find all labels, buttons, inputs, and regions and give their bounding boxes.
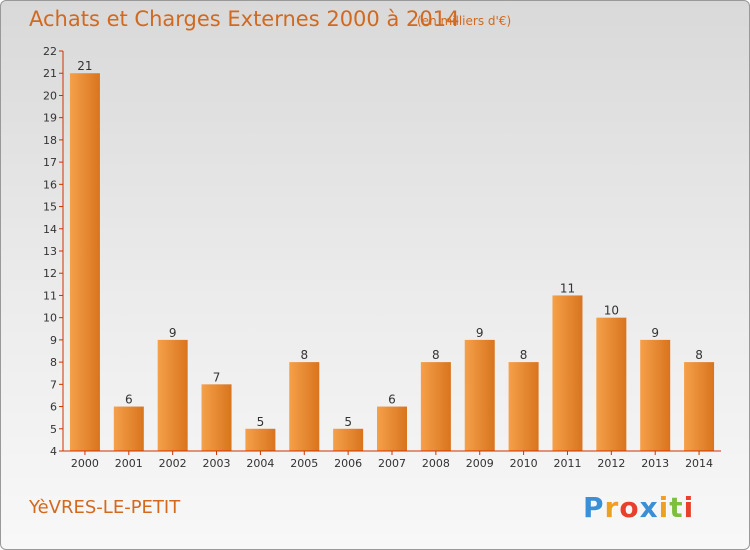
bar xyxy=(464,339,495,451)
y-tick-label: 11 xyxy=(43,289,57,302)
y-tick-label: 20 xyxy=(43,89,57,102)
bar xyxy=(640,339,671,451)
y-tick-label: 5 xyxy=(50,423,57,436)
bar-value-label: 6 xyxy=(125,393,133,407)
y-tick-label: 17 xyxy=(43,156,57,169)
bar xyxy=(420,362,451,451)
chart-subtitle: (en milliers d'€) xyxy=(417,14,512,28)
logo-letter: i xyxy=(683,491,695,524)
x-tick-label: 2001 xyxy=(115,457,143,470)
x-tick-label: 2000 xyxy=(71,457,99,470)
y-tick-label: 8 xyxy=(50,356,57,369)
x-tick-label: 2006 xyxy=(334,457,362,470)
bar-value-label: 8 xyxy=(432,348,440,362)
x-tick-label: 2002 xyxy=(159,457,187,470)
bar xyxy=(508,362,539,451)
x-tick-label: 2004 xyxy=(246,457,274,470)
y-tick-label: 15 xyxy=(43,201,57,214)
y-tick-label: 19 xyxy=(43,112,57,125)
bar xyxy=(157,339,188,451)
bar-value-label: 11 xyxy=(560,281,575,295)
bar xyxy=(552,295,583,451)
logo-letter: x xyxy=(639,491,659,524)
bar-value-label: 9 xyxy=(169,326,177,340)
y-tick-label: 4 xyxy=(50,445,57,458)
bar-value-label: 8 xyxy=(520,348,528,362)
y-tick-label: 16 xyxy=(43,178,57,191)
bar xyxy=(245,428,276,451)
y-tick-label: 6 xyxy=(50,401,57,414)
logo-letter: t xyxy=(669,491,684,524)
bar-value-label: 9 xyxy=(476,326,484,340)
bar xyxy=(684,362,715,451)
bar-value-label: 10 xyxy=(604,304,619,318)
y-tick-label: 14 xyxy=(43,223,57,236)
bar xyxy=(289,362,320,451)
y-tick-label: 9 xyxy=(50,334,57,347)
bar xyxy=(113,406,144,451)
y-tick-label: 13 xyxy=(43,245,57,258)
bar xyxy=(201,384,232,451)
x-tick-label: 2012 xyxy=(597,457,625,470)
y-tick-label: 18 xyxy=(43,134,57,147)
bar-value-label: 6 xyxy=(388,393,396,407)
x-tick-label: 2003 xyxy=(203,457,231,470)
bar-value-label: 8 xyxy=(695,348,703,362)
bar xyxy=(596,317,627,451)
logo-letter: P xyxy=(583,491,605,524)
x-tick-label: 2013 xyxy=(641,457,669,470)
x-tick-label: 2005 xyxy=(290,457,318,470)
y-tick-label: 21 xyxy=(43,67,57,80)
y-tick-label: 7 xyxy=(50,378,57,391)
bar-value-label: 9 xyxy=(651,326,659,340)
x-tick-label: 2014 xyxy=(685,457,713,470)
x-tick-label: 2010 xyxy=(510,457,538,470)
x-tick-label: 2009 xyxy=(466,457,494,470)
y-tick-label: 12 xyxy=(43,267,57,280)
x-axis-labels: 2000 2001 2002 2003 2004 2005 2006 2007 2008 2009… xyxy=(71,451,713,470)
commune-name: YèVRES-LE-PETIT xyxy=(29,497,181,518)
bar xyxy=(377,406,407,451)
logo-letter: r xyxy=(604,491,620,524)
x-tick-label: 2007 xyxy=(378,457,406,470)
bar xyxy=(333,428,364,451)
bar-value-label: 21 xyxy=(77,59,92,73)
logo-letter: o xyxy=(619,491,640,524)
bar-value-label: 5 xyxy=(344,415,352,429)
y-tick-label: 22 xyxy=(43,45,57,58)
bar-value-label: 7 xyxy=(213,370,221,384)
proxiti-logo: Proxiti xyxy=(583,491,694,524)
axes xyxy=(62,51,721,452)
x-tick-label: 2008 xyxy=(422,457,450,470)
bars: 21 6 9 7 5 8 5 6 8 9 8 11 10 9 8 xyxy=(69,59,715,451)
bar-value-label: 5 xyxy=(257,415,265,429)
bar-value-label: 8 xyxy=(300,348,308,362)
bar xyxy=(69,73,100,451)
y-axis-ticks: 4 5 6 7 8 9 10 11 12 13 14 15 16 17 18 19 20 21 22 xyxy=(43,45,63,458)
chart-title: Achats et Charges Externes 2000 à 2014 xyxy=(29,7,460,31)
logo-letter: i xyxy=(658,491,670,524)
x-tick-label: 2011 xyxy=(553,457,581,470)
y-tick-label: 10 xyxy=(43,312,57,325)
